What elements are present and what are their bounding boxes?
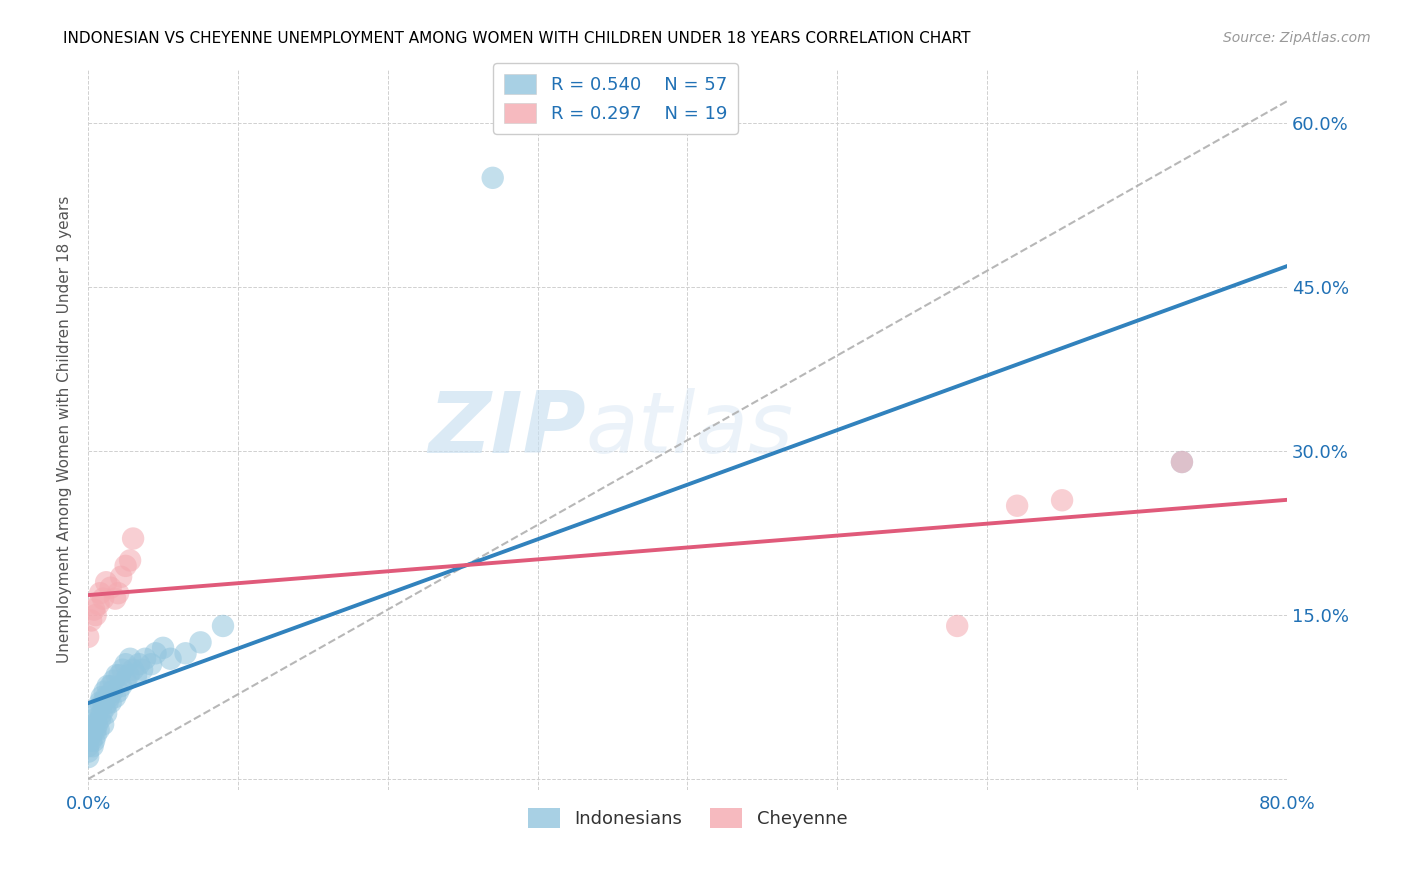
- Point: [91, 717, 114, 731]
- Point: [114, 673, 136, 688]
- Point: [481, 170, 503, 185]
- Text: INDONESIAN VS CHEYENNE UNEMPLOYMENT AMONG WOMEN WITH CHILDREN UNDER 18 YEARS COR: INDONESIAN VS CHEYENNE UNEMPLOYMENT AMON…: [63, 31, 970, 46]
- Point: [114, 657, 136, 672]
- Point: [87, 701, 110, 715]
- Point: [145, 646, 167, 660]
- Point: [87, 723, 110, 737]
- Point: [100, 679, 122, 693]
- Point: [87, 597, 110, 611]
- Point: [108, 668, 131, 682]
- Point: [80, 728, 103, 742]
- Point: [90, 706, 112, 721]
- Point: [89, 586, 111, 600]
- Point: [120, 553, 142, 567]
- Point: [100, 581, 122, 595]
- Point: [84, 607, 107, 622]
- Point: [128, 657, 150, 672]
- Point: [98, 690, 121, 704]
- Point: [104, 690, 127, 704]
- Point: [1171, 455, 1194, 469]
- Point: [77, 745, 100, 759]
- Point: [159, 652, 181, 666]
- Point: [107, 586, 129, 600]
- Point: [122, 532, 145, 546]
- Point: [120, 652, 142, 666]
- Point: [125, 668, 148, 682]
- Point: [83, 717, 105, 731]
- Point: [190, 635, 212, 649]
- Point: [83, 733, 105, 747]
- Point: [111, 663, 134, 677]
- Point: [86, 706, 108, 721]
- Point: [89, 712, 111, 726]
- Point: [101, 684, 124, 698]
- Point: [86, 717, 108, 731]
- Point: [110, 570, 132, 584]
- Point: [1050, 493, 1073, 508]
- Point: [91, 591, 114, 606]
- Point: [82, 723, 104, 737]
- Point: [91, 696, 114, 710]
- Point: [105, 668, 128, 682]
- Point: [134, 652, 156, 666]
- Point: [93, 684, 115, 698]
- Point: [77, 739, 100, 754]
- Point: [122, 663, 145, 677]
- Text: ZIP: ZIP: [427, 388, 586, 471]
- Point: [94, 706, 117, 721]
- Point: [117, 668, 139, 682]
- Point: [83, 602, 105, 616]
- Point: [77, 750, 100, 764]
- Point: [90, 690, 112, 704]
- Point: [1171, 455, 1194, 469]
- Y-axis label: Unemployment Among Women with Children Under 18 years: Unemployment Among Women with Children U…: [58, 195, 72, 663]
- Point: [97, 679, 120, 693]
- Point: [93, 701, 115, 715]
- Point: [80, 614, 103, 628]
- Point: [139, 657, 162, 672]
- Point: [82, 739, 104, 754]
- Point: [107, 684, 129, 698]
- Point: [174, 646, 197, 660]
- Legend: Indonesians, Cheyenne: Indonesians, Cheyenne: [520, 801, 855, 835]
- Point: [84, 728, 107, 742]
- Point: [80, 733, 103, 747]
- Point: [114, 558, 136, 573]
- Point: [212, 619, 235, 633]
- Point: [100, 696, 122, 710]
- Text: atlas: atlas: [586, 388, 793, 471]
- Point: [84, 712, 107, 726]
- Point: [110, 679, 132, 693]
- Point: [152, 640, 174, 655]
- Point: [94, 690, 117, 704]
- Point: [1005, 499, 1028, 513]
- Point: [94, 575, 117, 590]
- Point: [77, 630, 100, 644]
- Point: [104, 591, 127, 606]
- Point: [89, 696, 111, 710]
- Point: [97, 696, 120, 710]
- Point: [84, 723, 107, 737]
- Point: [946, 619, 969, 633]
- Point: [103, 673, 125, 688]
- Text: Source: ZipAtlas.com: Source: ZipAtlas.com: [1223, 31, 1371, 45]
- Point: [131, 663, 153, 677]
